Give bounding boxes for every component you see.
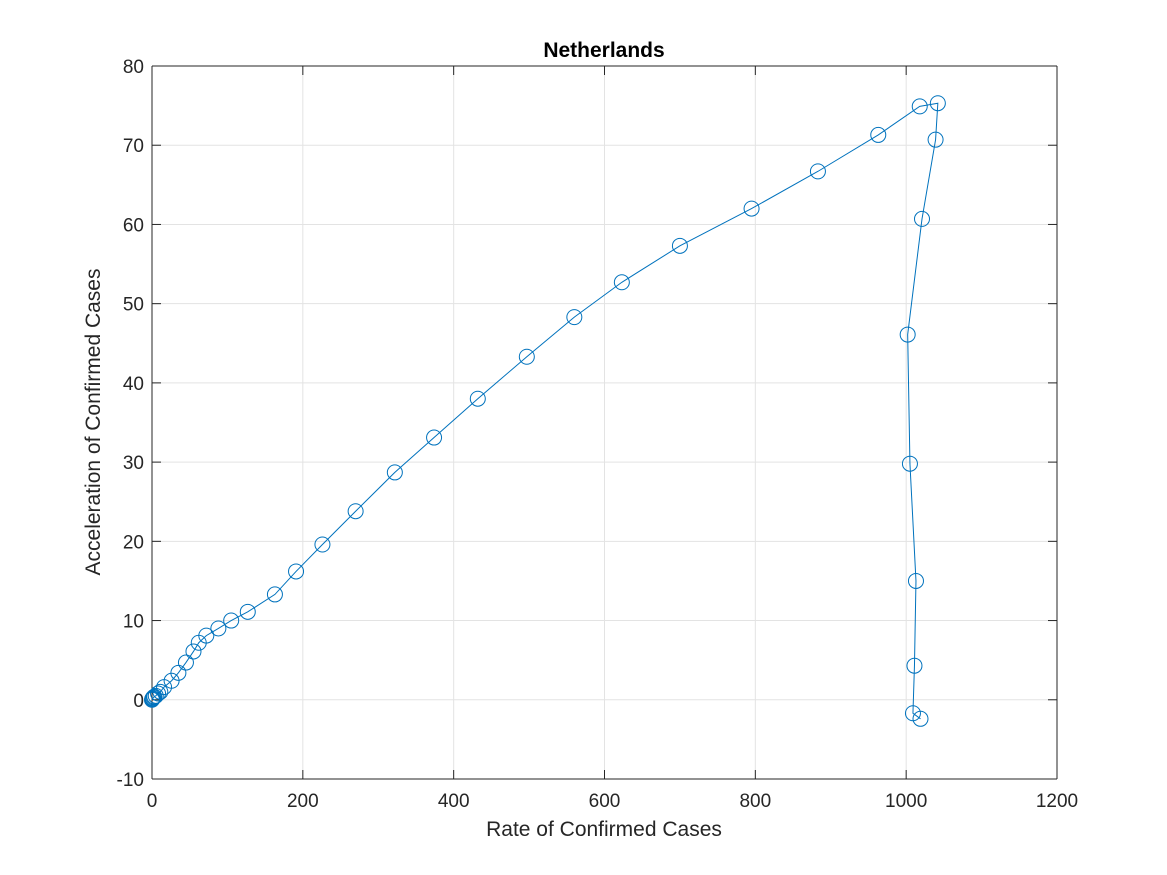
y-tick-label: -10 xyxy=(117,770,144,791)
y-tick-label: 40 xyxy=(123,374,144,395)
data-point xyxy=(223,612,240,629)
y-tick-label: 30 xyxy=(123,453,144,474)
data-point xyxy=(671,237,688,254)
data-point xyxy=(288,563,305,580)
y-tick-label: 60 xyxy=(123,215,144,236)
data-point xyxy=(177,654,194,671)
data-point xyxy=(150,685,167,702)
data-point xyxy=(239,603,256,620)
data-point xyxy=(901,455,918,472)
data-point xyxy=(912,710,929,727)
data-point xyxy=(518,348,535,365)
data-point xyxy=(347,503,364,520)
data-point xyxy=(809,163,826,180)
x-tick-label: 1200 xyxy=(1036,791,1078,812)
data-point xyxy=(266,586,283,603)
data-point xyxy=(185,643,202,660)
data-point xyxy=(210,620,227,637)
y-axis-label: Acceleration of Confirmed Cases xyxy=(82,269,105,576)
series-layer xyxy=(144,95,946,727)
data-point xyxy=(911,98,928,115)
data-point xyxy=(426,429,443,446)
x-tick-label: 800 xyxy=(739,791,771,812)
x-tick-label: 1000 xyxy=(885,791,927,812)
data-point xyxy=(613,274,630,291)
y-tick-label: 70 xyxy=(123,136,144,157)
data-point xyxy=(743,200,760,217)
x-tick-label: 200 xyxy=(287,791,319,812)
y-tick-label: 50 xyxy=(123,295,144,316)
data-point xyxy=(566,309,583,326)
ticks: 0 200 400 600 800 1000 1200-100102030405060708… xyxy=(117,57,1079,812)
data-point xyxy=(146,688,163,705)
data-point xyxy=(469,390,486,407)
x-tick-label: 0 xyxy=(147,791,158,812)
y-tick-label: 20 xyxy=(123,532,144,553)
chart-title: Netherlands xyxy=(543,39,664,62)
y-tick-label: 80 xyxy=(123,57,144,78)
data-point xyxy=(152,683,169,700)
data-point xyxy=(170,664,187,681)
x-tick-label: 400 xyxy=(438,791,470,812)
x-tick-label: 600 xyxy=(589,791,621,812)
data-point xyxy=(927,131,944,148)
data-point xyxy=(914,210,931,227)
data-point xyxy=(314,536,331,553)
data-point xyxy=(906,657,923,674)
data-point xyxy=(907,572,924,589)
data-point xyxy=(929,95,946,112)
x-axis-label: Rate of Confirmed Cases xyxy=(486,818,722,841)
y-tick-label: 10 xyxy=(123,612,144,633)
data-point xyxy=(147,687,164,704)
y-tick-label: 0 xyxy=(133,691,144,712)
data-point xyxy=(870,126,887,143)
data-point xyxy=(386,464,403,481)
data-point xyxy=(198,627,215,644)
data-point xyxy=(899,326,916,343)
